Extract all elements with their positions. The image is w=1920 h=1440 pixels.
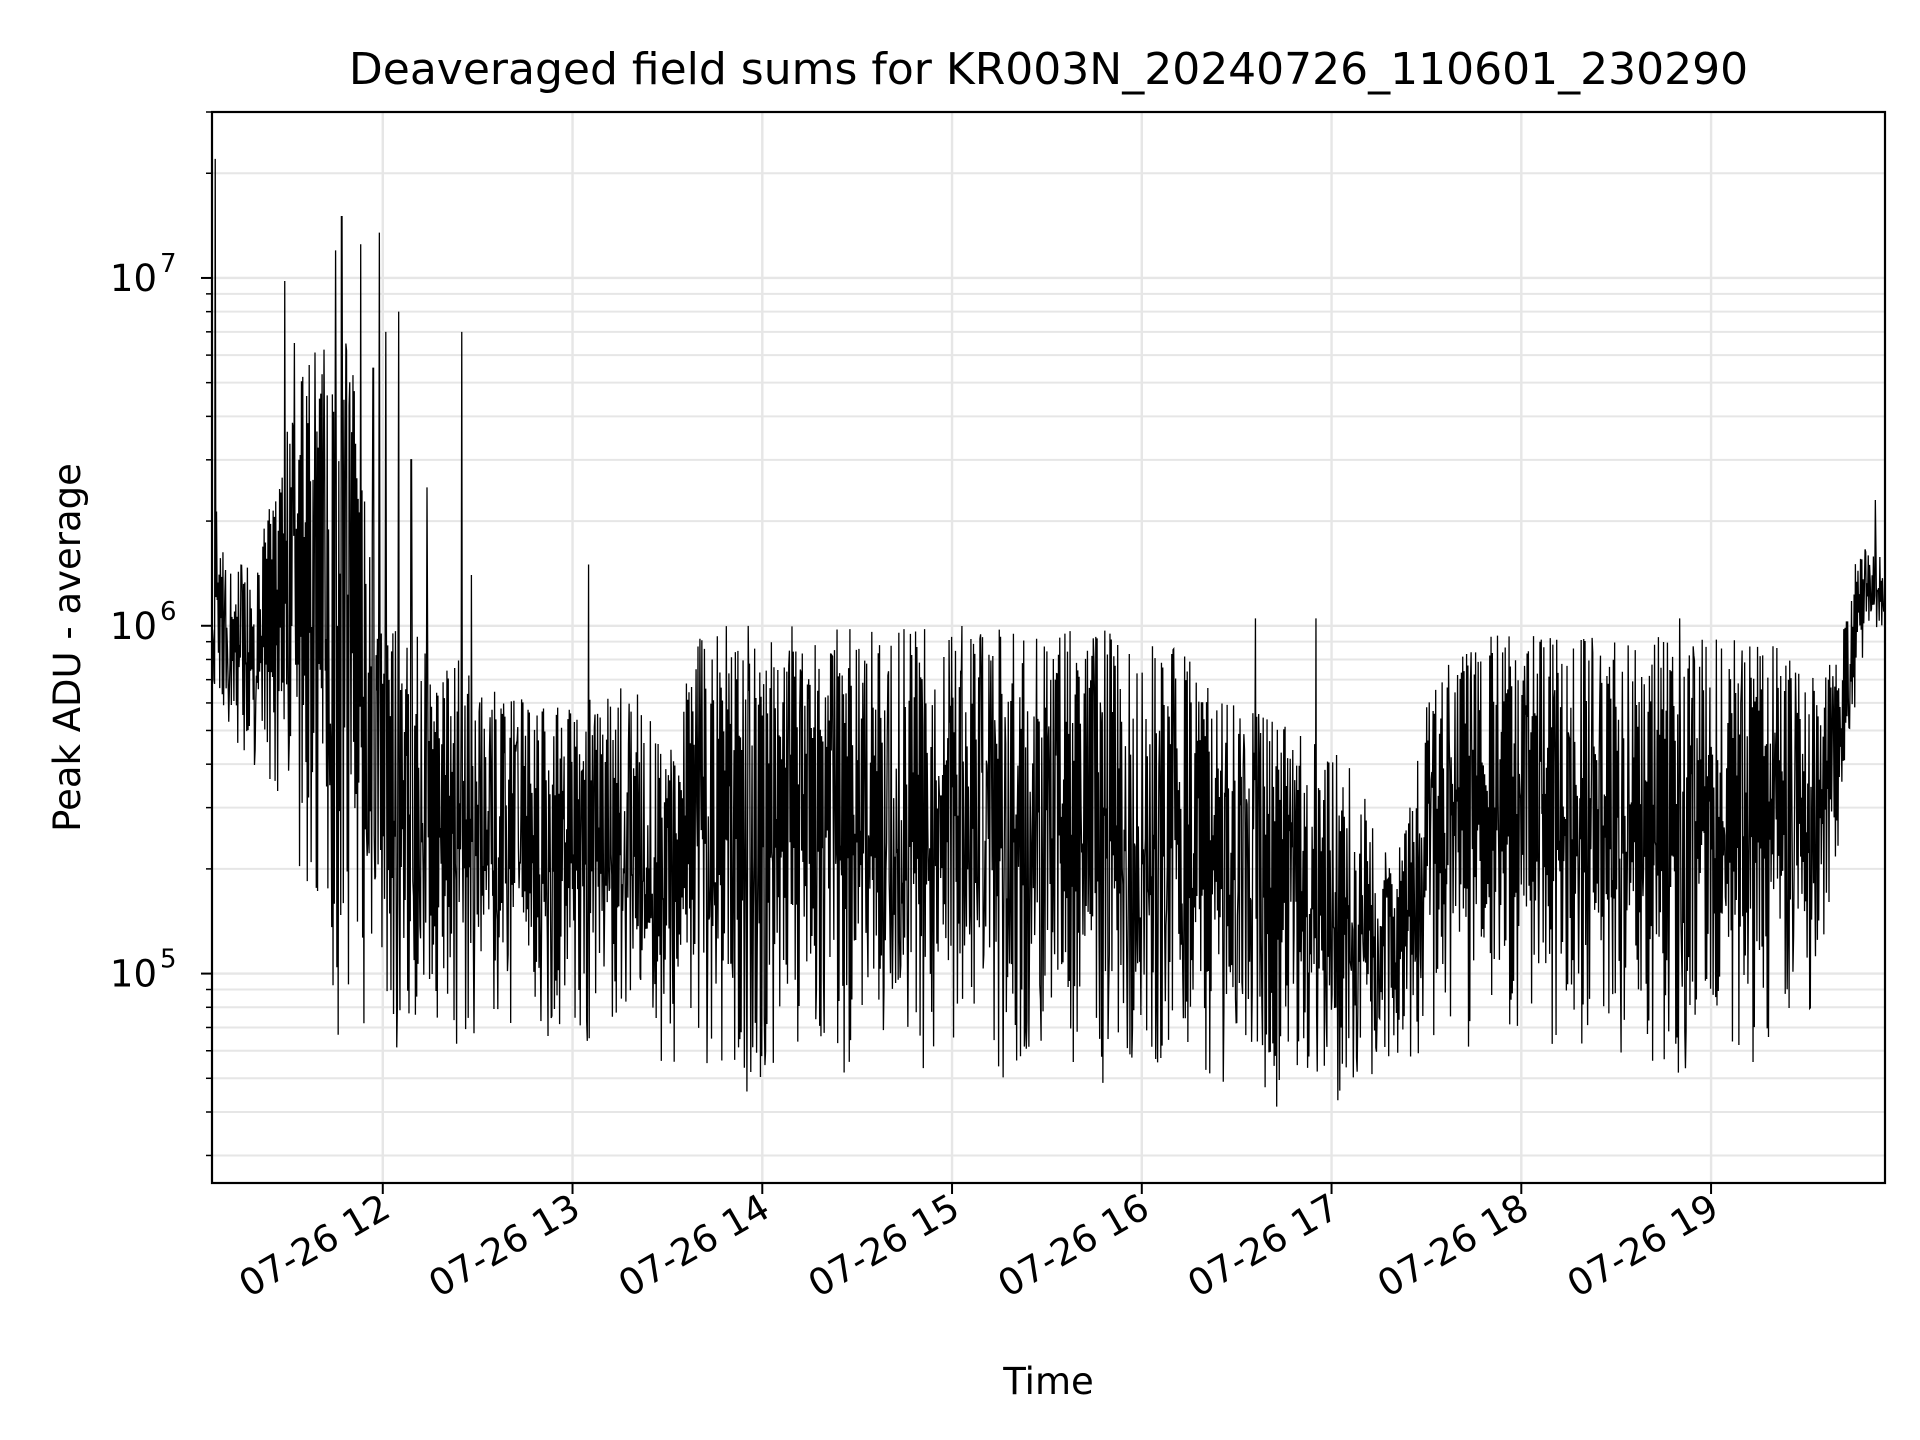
series-line [212, 158, 1885, 1107]
y-tick-base: 10 [110, 605, 157, 648]
x-axis-label: Time [1002, 1360, 1094, 1403]
y-tick-label: 10 6 [110, 597, 177, 648]
y-tick-exponent: 6 [160, 597, 177, 627]
series-area [212, 158, 1885, 1107]
y-tick-base: 10 [110, 953, 157, 996]
plot-frame [210, 110, 1887, 1185]
y-tick-label: 10 7 [110, 249, 177, 300]
y-tick-base: 10 [110, 257, 157, 300]
y-tick-exponent: 5 [160, 945, 177, 975]
y-tick-exponent: 7 [160, 249, 177, 279]
y-axis-label: Peak ADU - average [46, 463, 89, 832]
chart-title: Deaveraged field sums for KR003N_2024072… [349, 44, 1748, 95]
y-tick-label: 10 5 [110, 945, 177, 996]
